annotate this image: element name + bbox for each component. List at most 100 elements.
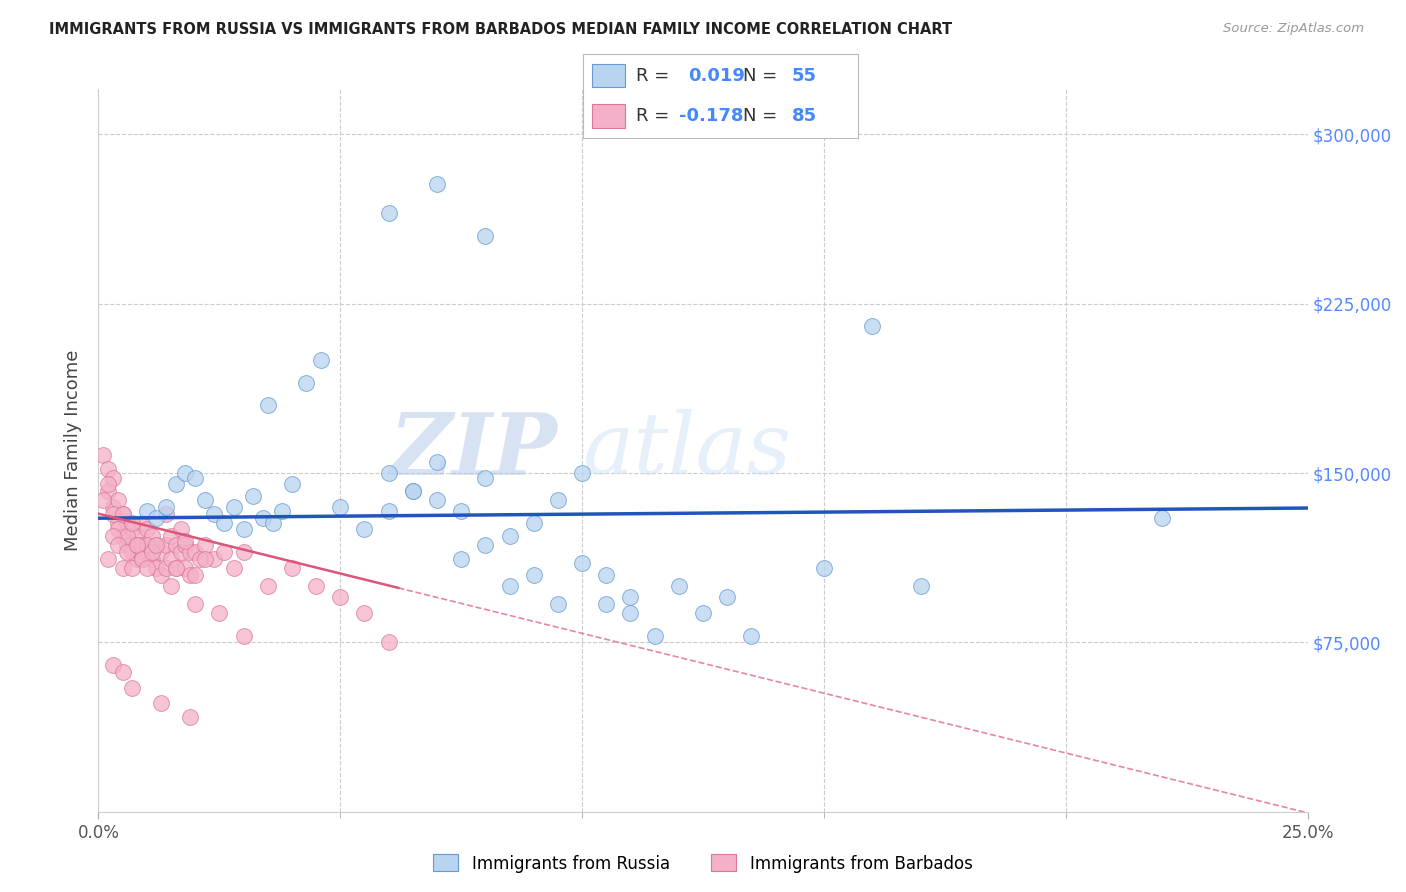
Point [474, 538, 496, 552]
Point [155, 507, 177, 521]
Point [121, 516, 143, 530]
Point [150, 567, 173, 582]
Legend: Immigrants from Russia, Immigrants from Barbados: Immigrants from Russia, Immigrants from … [426, 847, 980, 880]
Point [232, 629, 254, 643]
Point [160, 551, 183, 566]
Point [111, 665, 134, 679]
Point [329, 591, 352, 605]
Text: 0.019: 0.019 [688, 67, 745, 85]
Text: N =: N = [742, 107, 783, 125]
Point [402, 484, 425, 499]
Point [101, 500, 124, 514]
Point [281, 561, 304, 575]
Point [155, 500, 177, 514]
Point [111, 507, 134, 521]
Point [145, 561, 167, 575]
Point [474, 229, 496, 244]
Point [222, 500, 245, 514]
Bar [592, 104, 624, 128]
Point [135, 561, 157, 575]
Point [498, 579, 520, 593]
Point [184, 567, 207, 582]
Point [547, 493, 569, 508]
Point [141, 551, 163, 566]
Point [692, 606, 714, 620]
Point [131, 551, 153, 566]
Point [595, 597, 617, 611]
Point [426, 493, 449, 508]
Point [668, 579, 690, 593]
Point [127, 538, 149, 552]
Point [813, 561, 835, 575]
Point [232, 523, 254, 537]
Point [145, 538, 167, 552]
Point [426, 177, 449, 191]
Point [174, 466, 197, 480]
Point [571, 557, 593, 571]
Point [111, 529, 134, 543]
Point [165, 561, 187, 575]
Point [523, 567, 546, 582]
Text: Source: ZipAtlas.com: Source: ZipAtlas.com [1223, 22, 1364, 36]
Point [91, 493, 114, 508]
Point [329, 500, 352, 514]
Point [165, 561, 187, 575]
Text: atlas: atlas [582, 409, 792, 491]
Point [644, 629, 666, 643]
Point [860, 319, 883, 334]
Point [377, 504, 399, 518]
Point [174, 561, 197, 575]
Point [184, 545, 207, 559]
Point [353, 606, 375, 620]
Point [131, 538, 153, 552]
Point [194, 538, 217, 552]
Point [377, 206, 399, 220]
Point [262, 516, 284, 530]
Bar [592, 63, 624, 87]
Point [184, 470, 207, 484]
Point [450, 551, 472, 566]
Point [107, 523, 129, 537]
Point [309, 353, 332, 368]
Point [222, 561, 245, 575]
Point [121, 681, 143, 695]
Point [179, 710, 201, 724]
Point [165, 477, 187, 491]
Text: 85: 85 [792, 107, 817, 125]
Point [111, 561, 134, 575]
Point [141, 529, 163, 543]
Point [571, 466, 593, 480]
Point [131, 551, 153, 566]
Point [212, 545, 235, 559]
Point [160, 579, 183, 593]
Point [111, 507, 134, 521]
Point [271, 504, 294, 518]
Point [165, 538, 187, 552]
Point [252, 511, 274, 525]
Point [145, 538, 167, 552]
Text: IMMIGRANTS FROM RUSSIA VS IMMIGRANTS FROM BARBADOS MEDIAN FAMILY INCOME CORRELAT: IMMIGRANTS FROM RUSSIA VS IMMIGRANTS FRO… [49, 22, 952, 37]
Point [97, 484, 120, 499]
Point [117, 538, 139, 552]
Point [160, 529, 183, 543]
Point [107, 493, 129, 508]
Point [121, 523, 143, 537]
Point [194, 493, 217, 508]
Point [127, 529, 149, 543]
Point [117, 529, 139, 543]
Point [910, 579, 932, 593]
Point [204, 551, 226, 566]
Point [101, 507, 124, 521]
Y-axis label: Median Family Income: Median Family Income [65, 350, 83, 551]
Point [97, 551, 120, 566]
Point [716, 591, 738, 605]
Point [121, 545, 143, 559]
Point [353, 523, 375, 537]
Point [131, 516, 153, 530]
Point [155, 538, 177, 552]
Text: R =: R = [636, 107, 675, 125]
Point [169, 523, 191, 537]
Point [121, 561, 143, 575]
Point [179, 567, 201, 582]
Point [188, 551, 211, 566]
